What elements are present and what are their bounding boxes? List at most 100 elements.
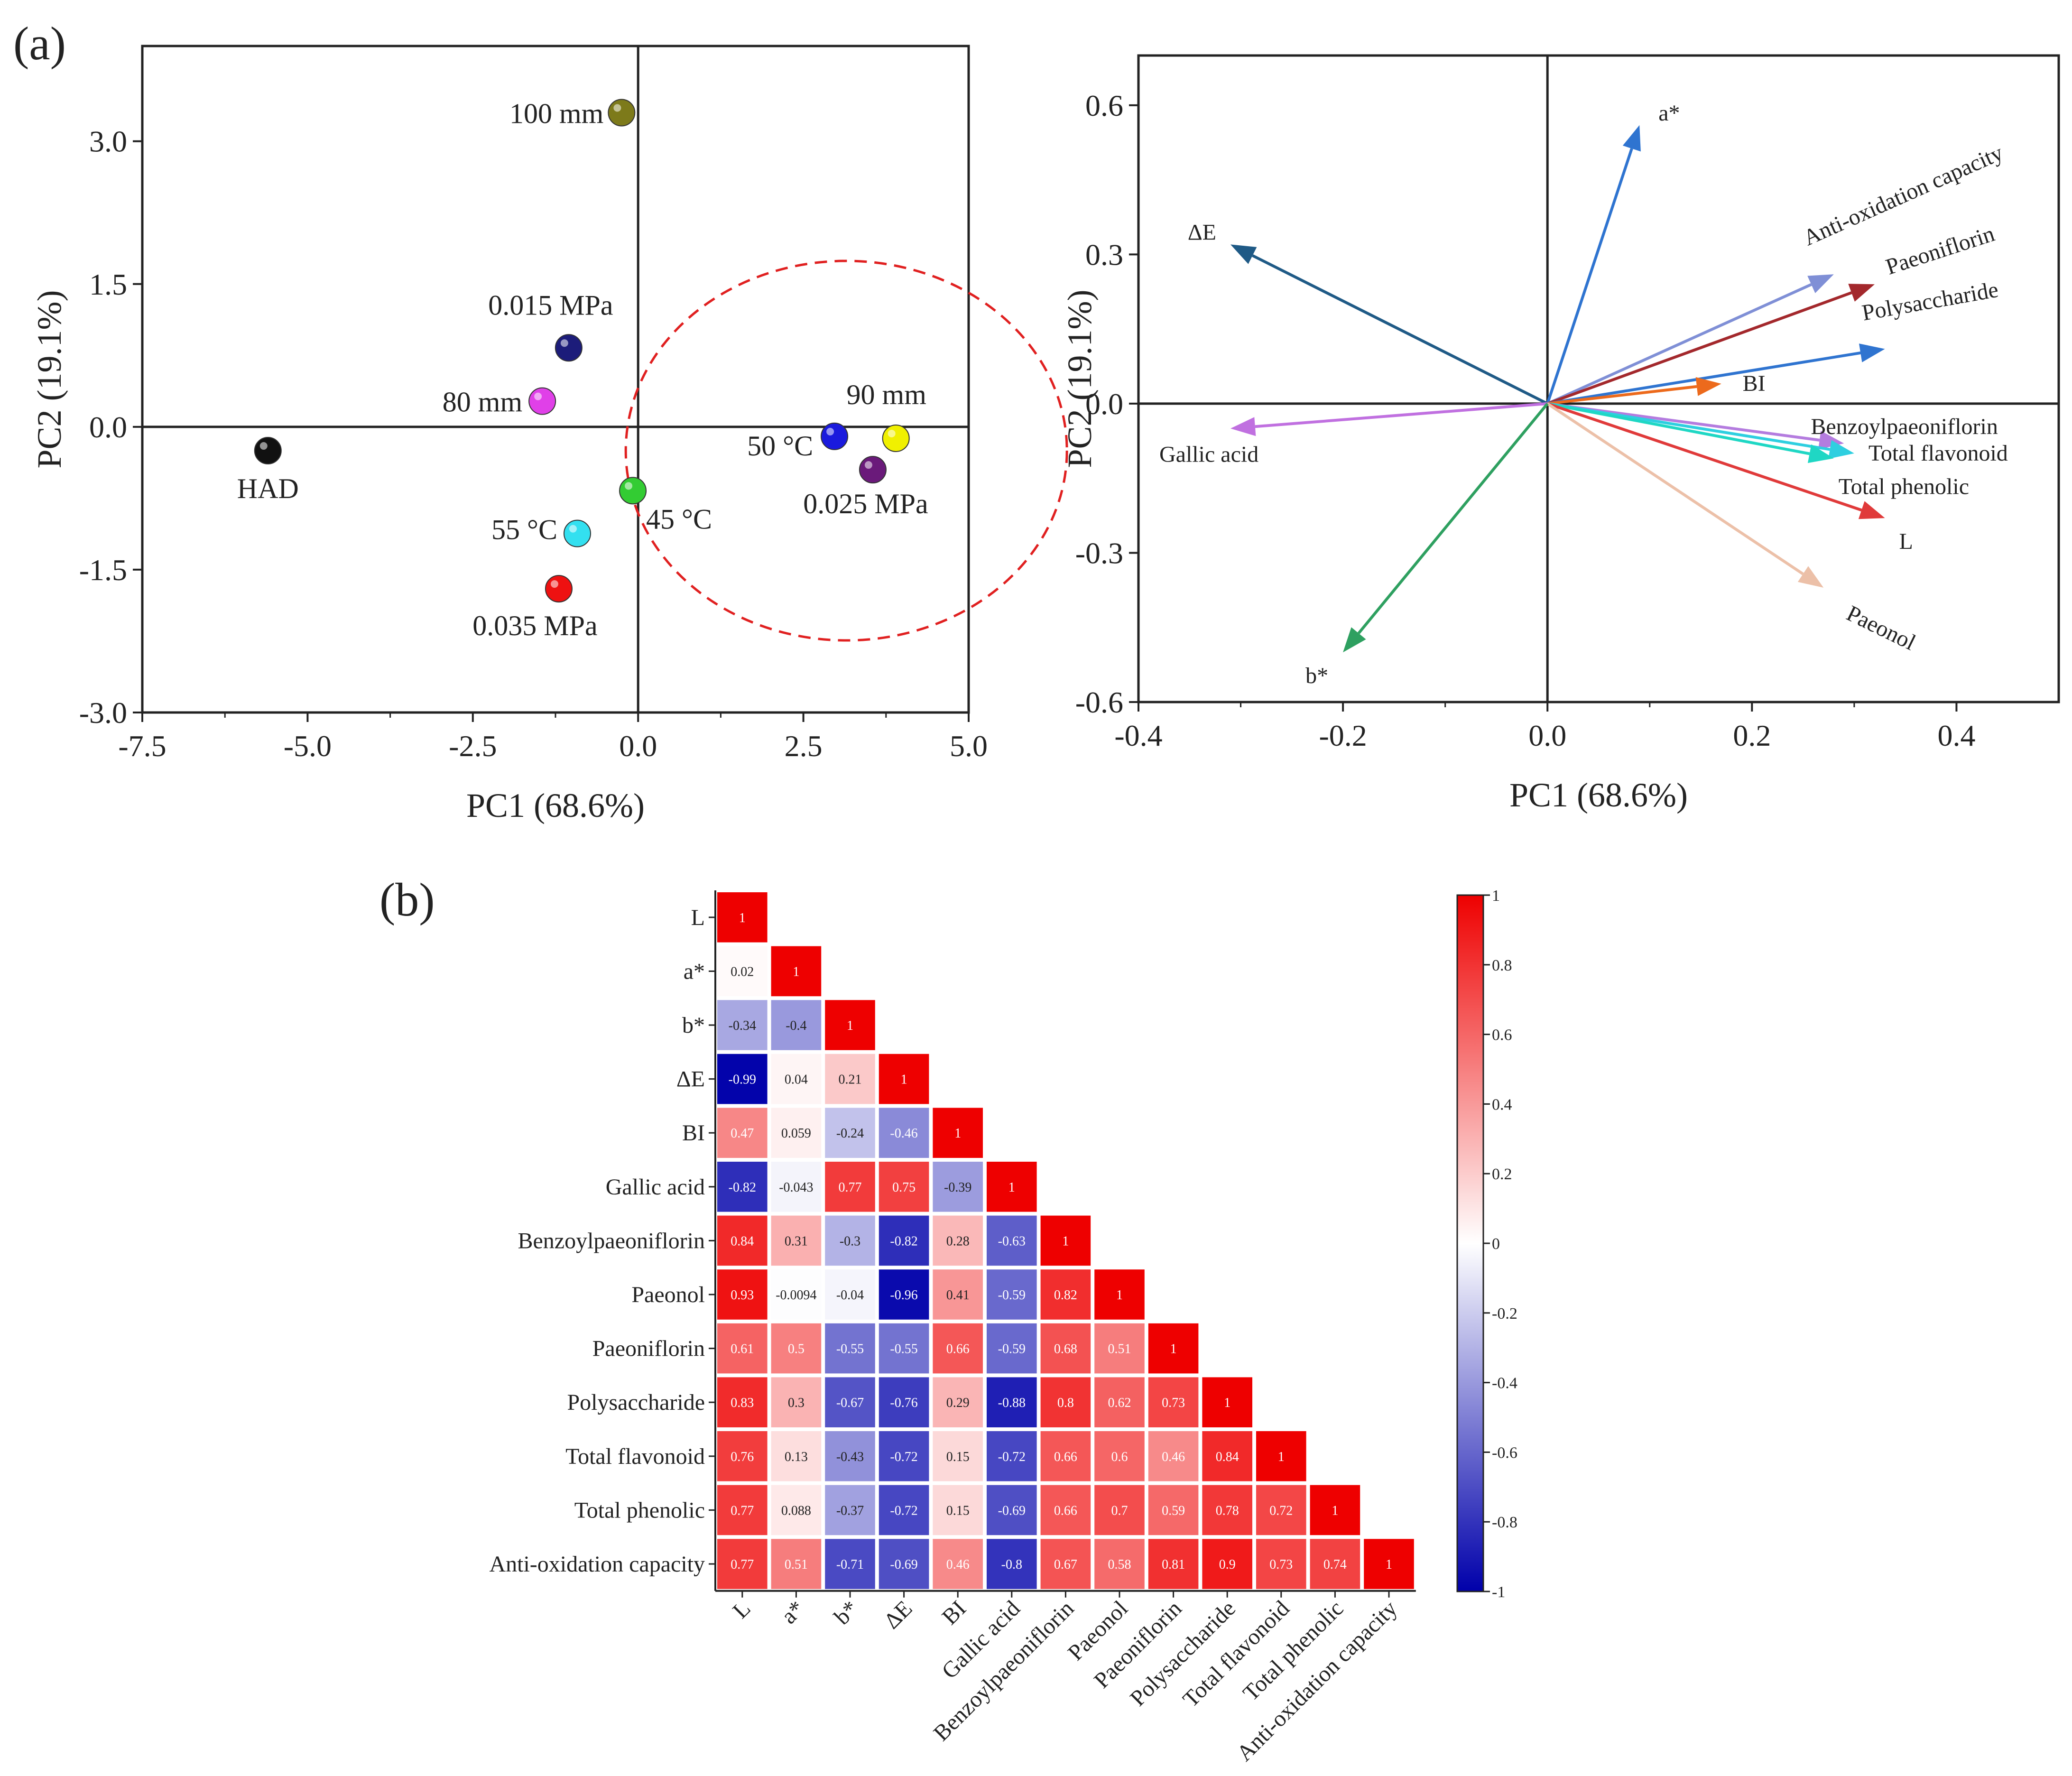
vector-label: Paeoniflorin bbox=[1883, 221, 1998, 280]
cell-value: -0.99 bbox=[729, 1073, 756, 1087]
col-label: b* bbox=[829, 1596, 863, 1629]
x-tick-label: -7.5 bbox=[118, 729, 166, 763]
cell-value: 1 bbox=[1224, 1396, 1230, 1410]
heatmap-cell bbox=[771, 1323, 822, 1374]
colorbar-tick-label: -1 bbox=[1492, 1583, 1505, 1601]
row-label: ΔE bbox=[676, 1067, 705, 1092]
cell-value: 0.61 bbox=[731, 1342, 754, 1357]
heatmap-cell bbox=[771, 946, 822, 997]
y-tick-label: 0.0 bbox=[89, 410, 127, 444]
cell-value: 0.088 bbox=[781, 1503, 811, 1518]
heatmap-cell bbox=[987, 1539, 1037, 1589]
vector-label: ΔE bbox=[1188, 220, 1216, 245]
heatmap-cell bbox=[1202, 1485, 1252, 1536]
colorbar-tick-label: 0.4 bbox=[1492, 1096, 1512, 1113]
heatmap-cell bbox=[771, 1539, 822, 1589]
heatmap-cell bbox=[987, 1485, 1037, 1536]
score-point bbox=[619, 477, 647, 505]
cell-value: -0.82 bbox=[729, 1180, 756, 1195]
vector-label: BI bbox=[1743, 371, 1766, 396]
y-axis-label: PC2 (19.1%) bbox=[1061, 290, 1099, 468]
col-label: L bbox=[728, 1596, 755, 1623]
cell-value: 0.21 bbox=[839, 1073, 862, 1087]
heatmap-cell bbox=[987, 1377, 1037, 1427]
heatmap-cell bbox=[879, 1485, 929, 1536]
heatmap-cell bbox=[933, 1377, 983, 1427]
cell-value: -0.39 bbox=[944, 1180, 971, 1195]
cell-value: 0.77 bbox=[839, 1180, 862, 1195]
row-label: Benzoylpaeoniflorin bbox=[518, 1228, 705, 1253]
cell-value: -0.34 bbox=[729, 1018, 756, 1033]
point-highlight bbox=[569, 525, 577, 533]
heatmap-cell bbox=[771, 1054, 822, 1104]
x-tick-label: 0.2 bbox=[1733, 719, 1771, 752]
heatmap-cell bbox=[1364, 1539, 1414, 1589]
score-point bbox=[608, 99, 636, 127]
heatmap-cell bbox=[717, 1162, 768, 1212]
point-highlight bbox=[560, 339, 568, 347]
row-label: b* bbox=[682, 1013, 705, 1038]
heatmap-cell bbox=[879, 1054, 929, 1104]
heatmap-cell bbox=[771, 1162, 822, 1212]
cell-value: 0.83 bbox=[731, 1396, 754, 1410]
heatmap-cell bbox=[771, 1485, 822, 1536]
row-label: a* bbox=[684, 959, 705, 984]
heatmap-cell bbox=[879, 1269, 929, 1320]
colorbar-tick-label: -0.6 bbox=[1492, 1444, 1517, 1462]
cell-value: -0.46 bbox=[890, 1126, 917, 1141]
loading-vector bbox=[1546, 402, 1804, 575]
point-label: 50 °C bbox=[747, 430, 813, 462]
heatmap-cell bbox=[1148, 1431, 1199, 1481]
cell-value: -0.72 bbox=[890, 1503, 917, 1518]
cell-value: 0.41 bbox=[946, 1288, 970, 1303]
vector-arrowhead bbox=[1622, 125, 1641, 152]
pca-score-plot: -7.5 -5.0 -2.5 0.0 2.5 5.0 -3.0 -1.5 0.0 1.5 3.0 PC… bbox=[30, 45, 1068, 824]
vector-arrowhead bbox=[1807, 274, 1834, 293]
cell-value: 0.7 bbox=[1111, 1503, 1128, 1518]
cell-value: 0.66 bbox=[1054, 1503, 1077, 1518]
cell-value: 0.72 bbox=[1269, 1503, 1293, 1518]
heatmap-cell bbox=[1094, 1323, 1145, 1374]
point-highlight bbox=[826, 427, 834, 435]
cell-value: -0.59 bbox=[998, 1288, 1026, 1303]
vector-arrowhead bbox=[1230, 417, 1256, 436]
cell-value: -0.76 bbox=[890, 1396, 917, 1410]
colorbar-tick-label: -0.2 bbox=[1492, 1305, 1517, 1323]
row-label: Anti-oxidation capacity bbox=[489, 1552, 705, 1577]
cell-value: -0.55 bbox=[890, 1342, 917, 1357]
x-axis-label: PC1 (68.6%) bbox=[1509, 776, 1688, 814]
cluster-ellipse bbox=[624, 259, 1068, 642]
cell-value: -0.59 bbox=[998, 1342, 1026, 1357]
cell-value: 1 bbox=[1332, 1503, 1338, 1518]
score-point bbox=[545, 575, 573, 603]
cell-value: -0.69 bbox=[998, 1503, 1026, 1518]
vector-label: a* bbox=[1658, 101, 1680, 126]
x-tick-label: -0.4 bbox=[1114, 719, 1162, 752]
cell-value: -0.8 bbox=[1001, 1557, 1022, 1572]
heatmap-cell bbox=[1202, 1377, 1252, 1427]
heatmap-cell bbox=[933, 1215, 983, 1266]
point-highlight bbox=[613, 104, 621, 112]
vector-label: Total flavonoid bbox=[1868, 441, 2008, 466]
heatmap-cell bbox=[825, 1269, 875, 1320]
cell-value: -0.24 bbox=[836, 1126, 864, 1141]
cell-value: -0.43 bbox=[836, 1450, 864, 1464]
cell-value: 0.6 bbox=[1111, 1450, 1128, 1464]
point-label: 0.015 MPa bbox=[488, 289, 613, 321]
heatmap-cell bbox=[1040, 1539, 1091, 1589]
heatmap-cell bbox=[825, 1215, 875, 1266]
row-label: Total phenolic bbox=[574, 1498, 705, 1523]
point-label: 55 °C bbox=[491, 514, 557, 546]
score-point bbox=[563, 519, 591, 547]
point-label: HAD bbox=[237, 473, 299, 504]
heatmap-cell bbox=[1148, 1539, 1199, 1589]
heatmap-cell bbox=[987, 1215, 1037, 1266]
y-tick-label: 3.0 bbox=[89, 125, 127, 158]
plot-frame bbox=[1137, 54, 2060, 703]
point-highlight bbox=[550, 580, 558, 588]
cell-value: -0.3 bbox=[840, 1234, 860, 1249]
x-tick-label: -0.2 bbox=[1319, 719, 1367, 752]
cell-value: -0.67 bbox=[836, 1396, 864, 1410]
cell-value: 0.68 bbox=[1054, 1342, 1077, 1357]
